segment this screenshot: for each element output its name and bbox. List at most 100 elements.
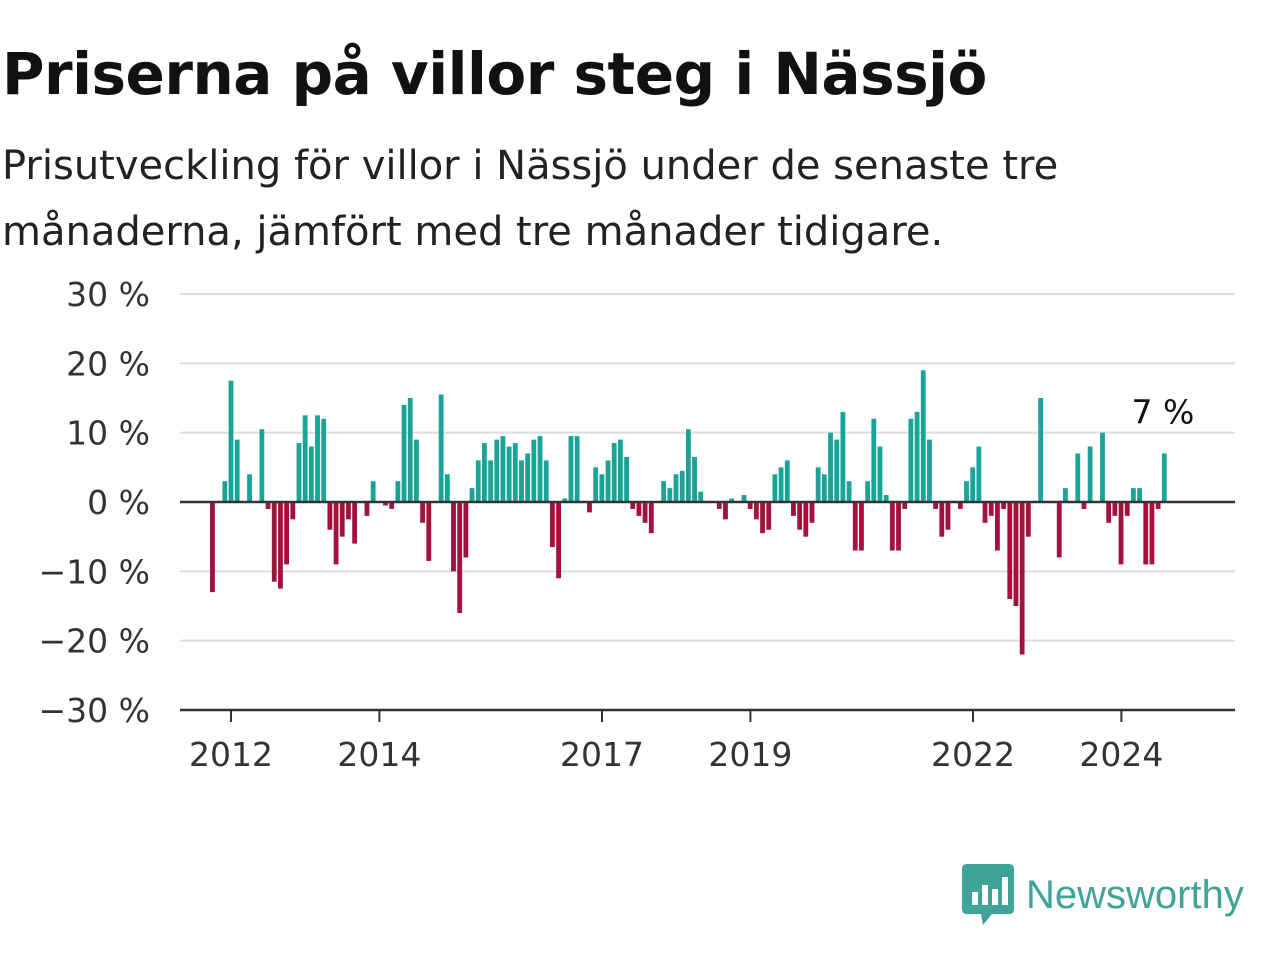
bar xyxy=(364,502,370,516)
bar xyxy=(512,443,518,502)
bar xyxy=(1106,502,1112,523)
bar xyxy=(914,411,920,502)
bar xyxy=(741,495,747,502)
x-tick-label: 2022 xyxy=(931,735,1015,774)
y-tick-label: 0 % xyxy=(87,483,150,522)
bar xyxy=(716,502,722,509)
bar xyxy=(500,436,506,502)
bar xyxy=(587,502,592,513)
bar xyxy=(828,432,833,502)
bar xyxy=(889,502,895,551)
bar xyxy=(383,502,388,506)
bar xyxy=(475,460,481,502)
bar xyxy=(247,474,252,502)
bar xyxy=(210,502,215,593)
bar xyxy=(902,502,908,509)
bar xyxy=(414,439,419,502)
bar xyxy=(401,404,407,502)
bar xyxy=(444,474,450,502)
bar xyxy=(531,439,537,502)
bar xyxy=(852,502,858,551)
bar xyxy=(278,502,283,589)
bar xyxy=(1100,432,1105,502)
bar xyxy=(346,502,351,520)
bar xyxy=(809,502,815,523)
bar xyxy=(1038,398,1044,502)
bar xyxy=(519,460,524,502)
bar xyxy=(747,502,753,509)
bar xyxy=(488,460,493,502)
bar xyxy=(327,502,333,530)
bar xyxy=(970,467,976,502)
bar xyxy=(265,502,271,509)
bar xyxy=(698,491,704,502)
bar xyxy=(1161,453,1167,502)
bar-chart-speech-bubble-icon xyxy=(962,864,1014,925)
bar xyxy=(1124,502,1130,516)
y-tick-label: −10 % xyxy=(39,552,151,591)
bar xyxy=(760,502,765,534)
bar xyxy=(494,439,500,502)
bar xyxy=(1137,488,1142,502)
bar xyxy=(296,443,302,502)
bar xyxy=(679,470,685,502)
bar xyxy=(957,502,963,509)
bar xyxy=(642,502,648,523)
bar xyxy=(259,429,265,502)
bar xyxy=(1001,502,1007,509)
x-tick-label: 2014 xyxy=(337,735,421,774)
bar xyxy=(537,436,543,502)
bar xyxy=(333,502,339,565)
bar xyxy=(1013,502,1019,606)
bar xyxy=(797,502,803,530)
bar xyxy=(284,502,290,565)
bar-chart: 30 %20 %10 %0 %−10 %−20 %−30 % 2012 2014 2… xyxy=(39,275,1235,774)
bar xyxy=(976,446,982,502)
x-axis-labels: 2012 2014 2017 2019 2022 2024 xyxy=(189,735,1163,774)
bar xyxy=(766,502,772,530)
bar xyxy=(611,443,617,502)
bar xyxy=(543,460,549,502)
bar xyxy=(556,502,561,579)
bar xyxy=(321,418,327,502)
bar xyxy=(1118,502,1124,565)
bar xyxy=(933,502,939,509)
bar xyxy=(908,418,914,502)
bar xyxy=(593,467,599,502)
x-tick-label: 2012 xyxy=(189,735,273,774)
bar xyxy=(636,502,642,516)
bar xyxy=(791,502,796,516)
bar xyxy=(426,502,432,561)
bar xyxy=(988,502,994,516)
bar xyxy=(525,453,531,502)
chart-subtitle: Prisutveckling för villor i Nässjö under… xyxy=(2,143,1059,255)
bar xyxy=(1112,502,1118,516)
bar xyxy=(1025,502,1031,537)
bar xyxy=(1143,502,1149,565)
bar xyxy=(1155,502,1161,509)
bar xyxy=(865,481,871,502)
bar xyxy=(1087,446,1093,502)
bar xyxy=(846,481,852,502)
bar xyxy=(995,502,1000,551)
bar xyxy=(568,436,574,502)
bar xyxy=(271,502,277,582)
axes xyxy=(180,500,1235,722)
bar xyxy=(370,481,376,502)
x-tick-label: 2017 xyxy=(560,735,644,774)
bar xyxy=(420,502,426,523)
bar xyxy=(877,446,883,502)
bar xyxy=(469,488,475,502)
bar xyxy=(234,439,240,502)
y-tick-label: 30 % xyxy=(66,275,150,314)
y-axis-labels: 30 % 20 % 10 % 0 % −10 % −20 % −30 % xyxy=(39,275,151,730)
bar xyxy=(222,481,228,502)
bar xyxy=(1149,502,1155,565)
bar xyxy=(1081,502,1087,509)
bar xyxy=(920,370,926,502)
bar xyxy=(1056,502,1062,558)
last-value-label: 7 % xyxy=(1131,392,1194,431)
bar xyxy=(315,415,320,502)
bar xyxy=(1075,453,1081,502)
bar xyxy=(228,380,234,502)
